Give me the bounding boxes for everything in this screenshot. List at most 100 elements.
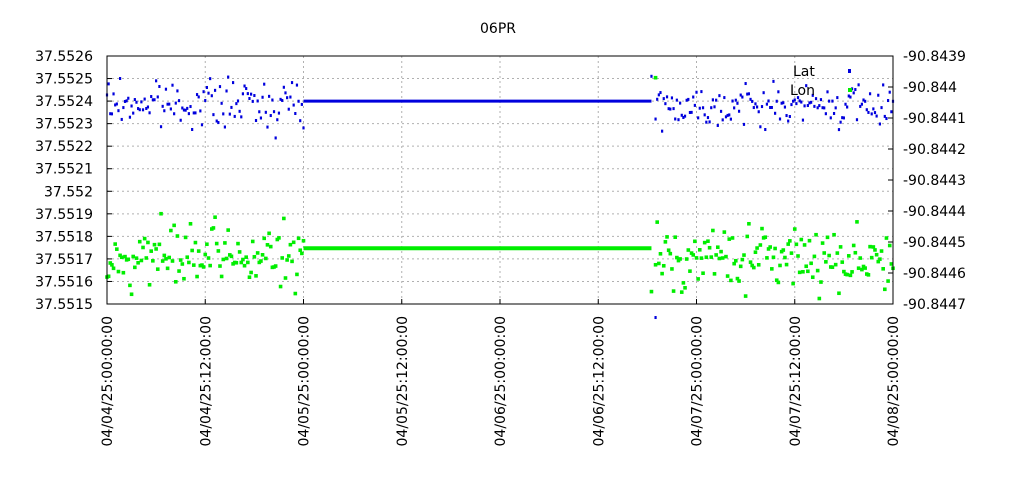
data-point — [296, 236, 301, 241]
data-point — [727, 237, 732, 241]
data-point — [679, 101, 682, 105]
data-point — [807, 238, 812, 243]
data-point — [277, 111, 281, 115]
data-point — [205, 85, 208, 89]
data-point — [252, 255, 257, 259]
data-point — [830, 265, 835, 270]
y-left-tick-label: 37.552 — [44, 184, 93, 200]
data-point — [839, 120, 842, 124]
data-point — [817, 296, 822, 301]
data-point — [126, 257, 131, 262]
data-point — [736, 101, 739, 105]
data-point — [701, 106, 705, 110]
data-point — [757, 110, 760, 114]
data-point — [672, 107, 675, 111]
data-point — [116, 269, 121, 274]
data-point — [726, 113, 729, 117]
data-point — [164, 87, 168, 91]
data-point — [186, 106, 189, 110]
data-point — [248, 96, 251, 100]
y-left-tick-label: 37.5515 — [35, 297, 93, 313]
legend-label-lon: Lon — [790, 83, 815, 99]
data-point — [875, 114, 878, 118]
data-point — [283, 276, 288, 280]
data-point — [873, 111, 877, 115]
data-point — [654, 316, 657, 320]
data-point — [829, 116, 832, 120]
data-point — [151, 98, 154, 102]
data-point — [167, 255, 172, 260]
data-point — [649, 289, 654, 294]
data-point — [290, 259, 294, 264]
data-point — [809, 261, 813, 266]
data-point — [844, 102, 847, 106]
data-point — [271, 98, 274, 102]
legend-marker-lon — [848, 88, 852, 92]
data-point — [847, 94, 850, 98]
y-left-tick-label: 37.5516 — [35, 274, 93, 290]
data-point — [668, 251, 673, 256]
data-point — [783, 255, 787, 260]
data-point — [217, 121, 220, 125]
data-point — [246, 260, 250, 265]
data-point — [791, 281, 795, 286]
data-point — [827, 253, 831, 258]
data-point — [171, 83, 174, 87]
data-point — [230, 105, 233, 109]
data-point — [239, 260, 244, 265]
data-point — [213, 215, 217, 220]
data-point — [714, 253, 718, 257]
data-point — [883, 114, 886, 118]
data-point — [833, 262, 838, 267]
data-point — [299, 119, 302, 123]
data-point — [889, 262, 894, 266]
data-point — [262, 236, 266, 241]
data-point — [180, 262, 185, 266]
data-point — [132, 111, 135, 115]
data-point — [832, 232, 836, 237]
data-point — [764, 128, 767, 132]
data-point — [655, 220, 659, 224]
data-point — [878, 122, 881, 126]
data-point — [204, 99, 207, 103]
data-point — [675, 98, 678, 102]
data-point — [130, 104, 133, 108]
data-point — [854, 88, 857, 92]
data-point — [661, 129, 664, 133]
data-point — [855, 220, 859, 224]
data-point — [693, 239, 697, 244]
data-point — [209, 77, 212, 81]
data-point — [246, 92, 249, 96]
chart-title: 06PR — [480, 21, 516, 37]
data-point — [744, 82, 747, 86]
data-point — [762, 91, 765, 95]
data-point — [792, 99, 795, 103]
data-point — [250, 239, 255, 244]
y-left-axis: 37.5526 37.5525 37.5524 37.5523 37.5522 37.55… — [35, 49, 112, 313]
y-left-tick-label: 37.5524 — [35, 94, 93, 110]
data-point — [173, 279, 178, 284]
data-point — [151, 259, 155, 263]
data-point — [890, 110, 893, 114]
data-point — [678, 257, 682, 261]
legend-label-lat: Lat — [793, 64, 815, 80]
data-point — [749, 97, 752, 101]
data-point — [877, 93, 880, 97]
data-point — [111, 266, 116, 271]
data-point — [728, 113, 731, 117]
data-point — [236, 99, 240, 103]
data-point — [873, 248, 877, 252]
data-point — [805, 84, 808, 88]
data-point — [663, 240, 668, 244]
data-point — [824, 112, 827, 116]
data-point — [148, 111, 151, 115]
data-point — [263, 82, 266, 86]
data-point — [747, 92, 750, 96]
data-point — [755, 246, 759, 250]
data-point — [872, 107, 875, 111]
data-point — [214, 241, 219, 246]
data-point — [774, 278, 779, 283]
data-point — [277, 236, 281, 240]
data-point — [688, 110, 692, 114]
